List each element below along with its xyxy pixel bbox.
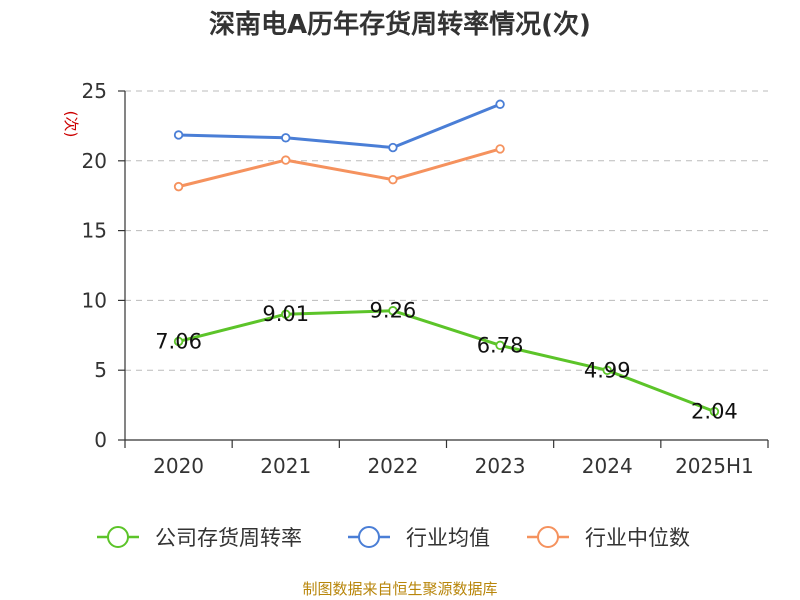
data-label: 7.06 (155, 329, 202, 353)
data-label: 4.99 (584, 358, 631, 382)
y-tick-label: 10 (82, 288, 107, 312)
y-tick-label: 20 (82, 149, 107, 173)
data-point (495, 99, 505, 109)
data-label: 6.78 (477, 333, 524, 357)
data-point (709, 406, 720, 417)
y-tick-label: 5 (94, 358, 107, 382)
legend: 公司存货周转率 行业均值 行业中位数 (97, 526, 690, 550)
data-label: 9.26 (370, 299, 417, 323)
data-point (388, 174, 398, 185)
y-tick-label: 25 (82, 79, 107, 103)
x-tick-label: 2023 (475, 454, 526, 478)
data-label: 2.04 (691, 400, 738, 424)
y-tick-label: 15 (82, 219, 107, 243)
series-line-1 (178, 102, 501, 150)
data-point (495, 340, 505, 351)
data-point (173, 130, 184, 140)
data-point (388, 142, 398, 153)
y-axis-unit: (次) (62, 111, 80, 138)
data-labels: 7.06 9.01 9.26 6.78 4.99 2.04 (155, 299, 738, 424)
x-tick-label: 2021 (260, 454, 311, 478)
x-tick-label: 2020 (153, 454, 204, 478)
legend-swatch-marker (537, 526, 559, 548)
y-tick-label: 0 (94, 428, 107, 452)
legend-label: 公司存货周转率 (155, 526, 302, 550)
x-tick-label: 2022 (367, 454, 418, 478)
source-note: 制图数据来自恒生聚源数据库 (302, 580, 497, 598)
data-point (388, 306, 398, 316)
data-point (173, 181, 184, 192)
data-point (173, 336, 184, 347)
data-label: 9.01 (262, 302, 309, 326)
data-point (281, 155, 291, 165)
data-point (281, 309, 291, 319)
x-tick-label: 2024 (582, 454, 633, 478)
gridlines (125, 90, 768, 371)
x-tick-label: 2025H1 (675, 454, 754, 478)
legend-swatch-marker (358, 526, 380, 548)
data-point (602, 365, 612, 376)
legend-label: 行业中位数 (585, 526, 690, 550)
series-layer (173, 99, 720, 417)
axes: 0 5 10 15 20 25 2020 2021 2022 2023 2024 2025H1 (82, 79, 769, 478)
chart-title: 深南电A历年存货周转率情况(次) (209, 9, 591, 40)
series-line-2 (178, 147, 501, 189)
legend-swatch-marker (107, 526, 129, 548)
series-line-0 (178, 309, 715, 413)
legend-label: 行业均值 (406, 526, 490, 550)
data-point (495, 144, 505, 154)
data-point (281, 133, 291, 143)
